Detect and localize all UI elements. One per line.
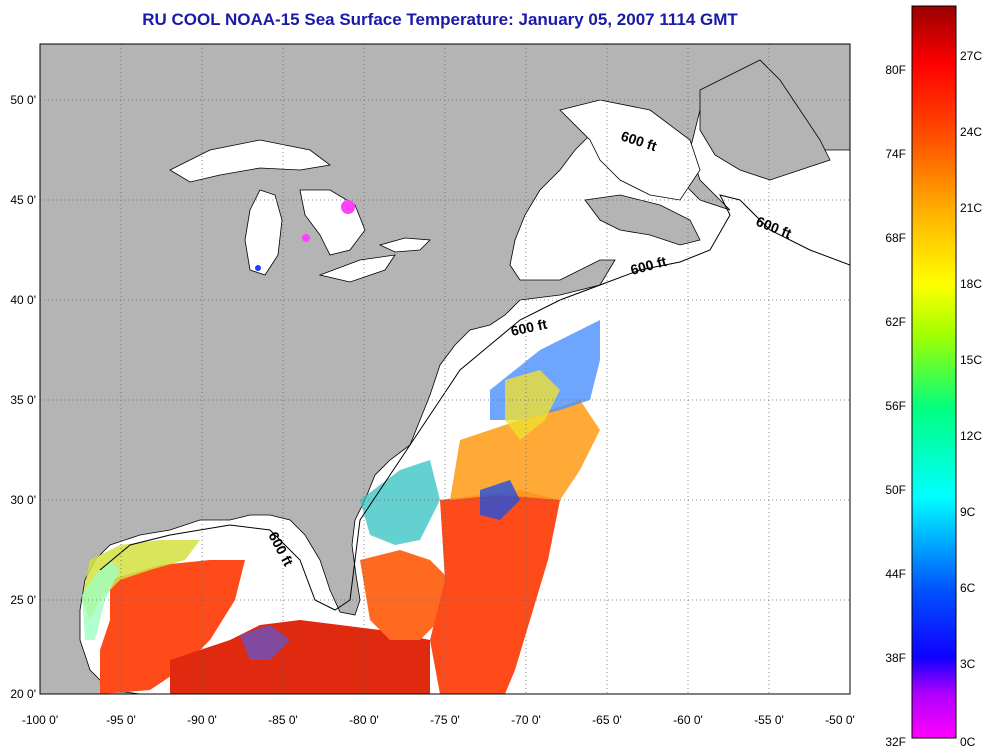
lon-tick-label: -60 0' — [673, 713, 703, 727]
lon-tick-label: -100 0' — [22, 713, 58, 727]
lon-tick-label: -95 0' — [106, 713, 136, 727]
lon-tick-label: -90 0' — [187, 713, 217, 727]
colorbar-f-label: 44F — [885, 567, 906, 581]
lake-erie — [318, 254, 396, 283]
sst-atlantic-swath-yellow — [505, 370, 560, 440]
colorbar-c-label: 9C — [960, 505, 976, 519]
colorbar-c-label: 15C — [960, 353, 982, 367]
map-title: RU COOL NOAA-15 Sea Surface Temperature:… — [142, 10, 738, 29]
sst-gulf-warm — [100, 560, 245, 694]
colorbar-f-label: 80F — [885, 63, 906, 77]
lon-tick-label: -50 0' — [825, 713, 855, 727]
sst-atlantic-swath-mid — [450, 400, 600, 500]
sst-cold-spot — [341, 200, 355, 214]
colorbar-c-label: 27C — [960, 49, 982, 63]
lat-tick-label: 50 0' — [10, 93, 36, 107]
colorbar-c-label: 24C — [960, 125, 982, 139]
land-newfoundland — [699, 59, 831, 181]
colorbar — [911, 5, 957, 739]
lat-tick-label: 25 0' — [10, 593, 36, 607]
colorbar-c-label: 12C — [960, 429, 982, 443]
sst-caribbean — [170, 620, 430, 694]
colorbar-c-label: 18C — [960, 277, 982, 291]
lon-tick-label: -75 0' — [430, 713, 460, 727]
lon-tick-label: -80 0' — [349, 713, 379, 727]
sst-caribbean-cool — [240, 625, 290, 660]
sst-atlantic-swath-south — [430, 490, 560, 694]
colorbar-c-label: 3C — [960, 657, 976, 671]
colorbar-f-label: 62F — [885, 315, 906, 329]
colorbar-f-label: 32F — [885, 735, 906, 749]
lat-axis: 20 0' 25 0' 30 0' 35 0' 40 0' 45 0' 50 0… — [10, 93, 36, 701]
colorbar-f-label: 74F — [885, 147, 906, 161]
sst-gulfstream-cool — [360, 460, 440, 545]
grid — [40, 44, 850, 694]
sst-cold-spot-3 — [255, 265, 261, 271]
lon-tick-label: -70 0' — [511, 713, 541, 727]
contour-600ft — [99, 194, 850, 611]
lat-tick-label: 30 0' — [10, 493, 36, 507]
lon-tick-label: -65 0' — [592, 713, 622, 727]
lon-tick-label: -55 0' — [754, 713, 784, 727]
lon-tick-label: -85 0' — [268, 713, 298, 727]
lat-tick-label: 20 0' — [10, 687, 36, 701]
colorbar-f-label: 68F — [885, 231, 906, 245]
plot-frame — [39, 43, 851, 695]
colorbar-celsius-labels: 0C 3C 6C 9C 12C 15C 18C 21C 24C 27C — [960, 49, 982, 749]
colorbar-fahrenheit-labels: 32F 38F 44F 50F 56F 62F 68F 74F 80F — [885, 63, 906, 749]
lake-superior — [169, 139, 331, 183]
colorbar-c-label: 0C — [960, 735, 976, 749]
lake-ontario — [378, 237, 431, 253]
contour-label: 600 ft — [509, 316, 548, 339]
sst-florida-straits — [360, 550, 450, 640]
lat-tick-label: 35 0' — [10, 393, 36, 407]
colorbar-c-label: 21C — [960, 201, 982, 215]
colorbar-f-label: 38F — [885, 651, 906, 665]
lon-axis: -100 0' -95 0' -90 0' -85 0' -80 0' -75 … — [22, 713, 855, 727]
lat-tick-label: 45 0' — [10, 193, 36, 207]
lake-michigan — [244, 189, 283, 276]
colorbar-f-label: 56F — [885, 399, 906, 413]
lat-tick-label: 40 0' — [10, 293, 36, 307]
colorbar-c-label: 6C — [960, 581, 976, 595]
colorbar-f-label: 50F — [885, 483, 906, 497]
sst-cold-spot-2 — [302, 234, 310, 242]
